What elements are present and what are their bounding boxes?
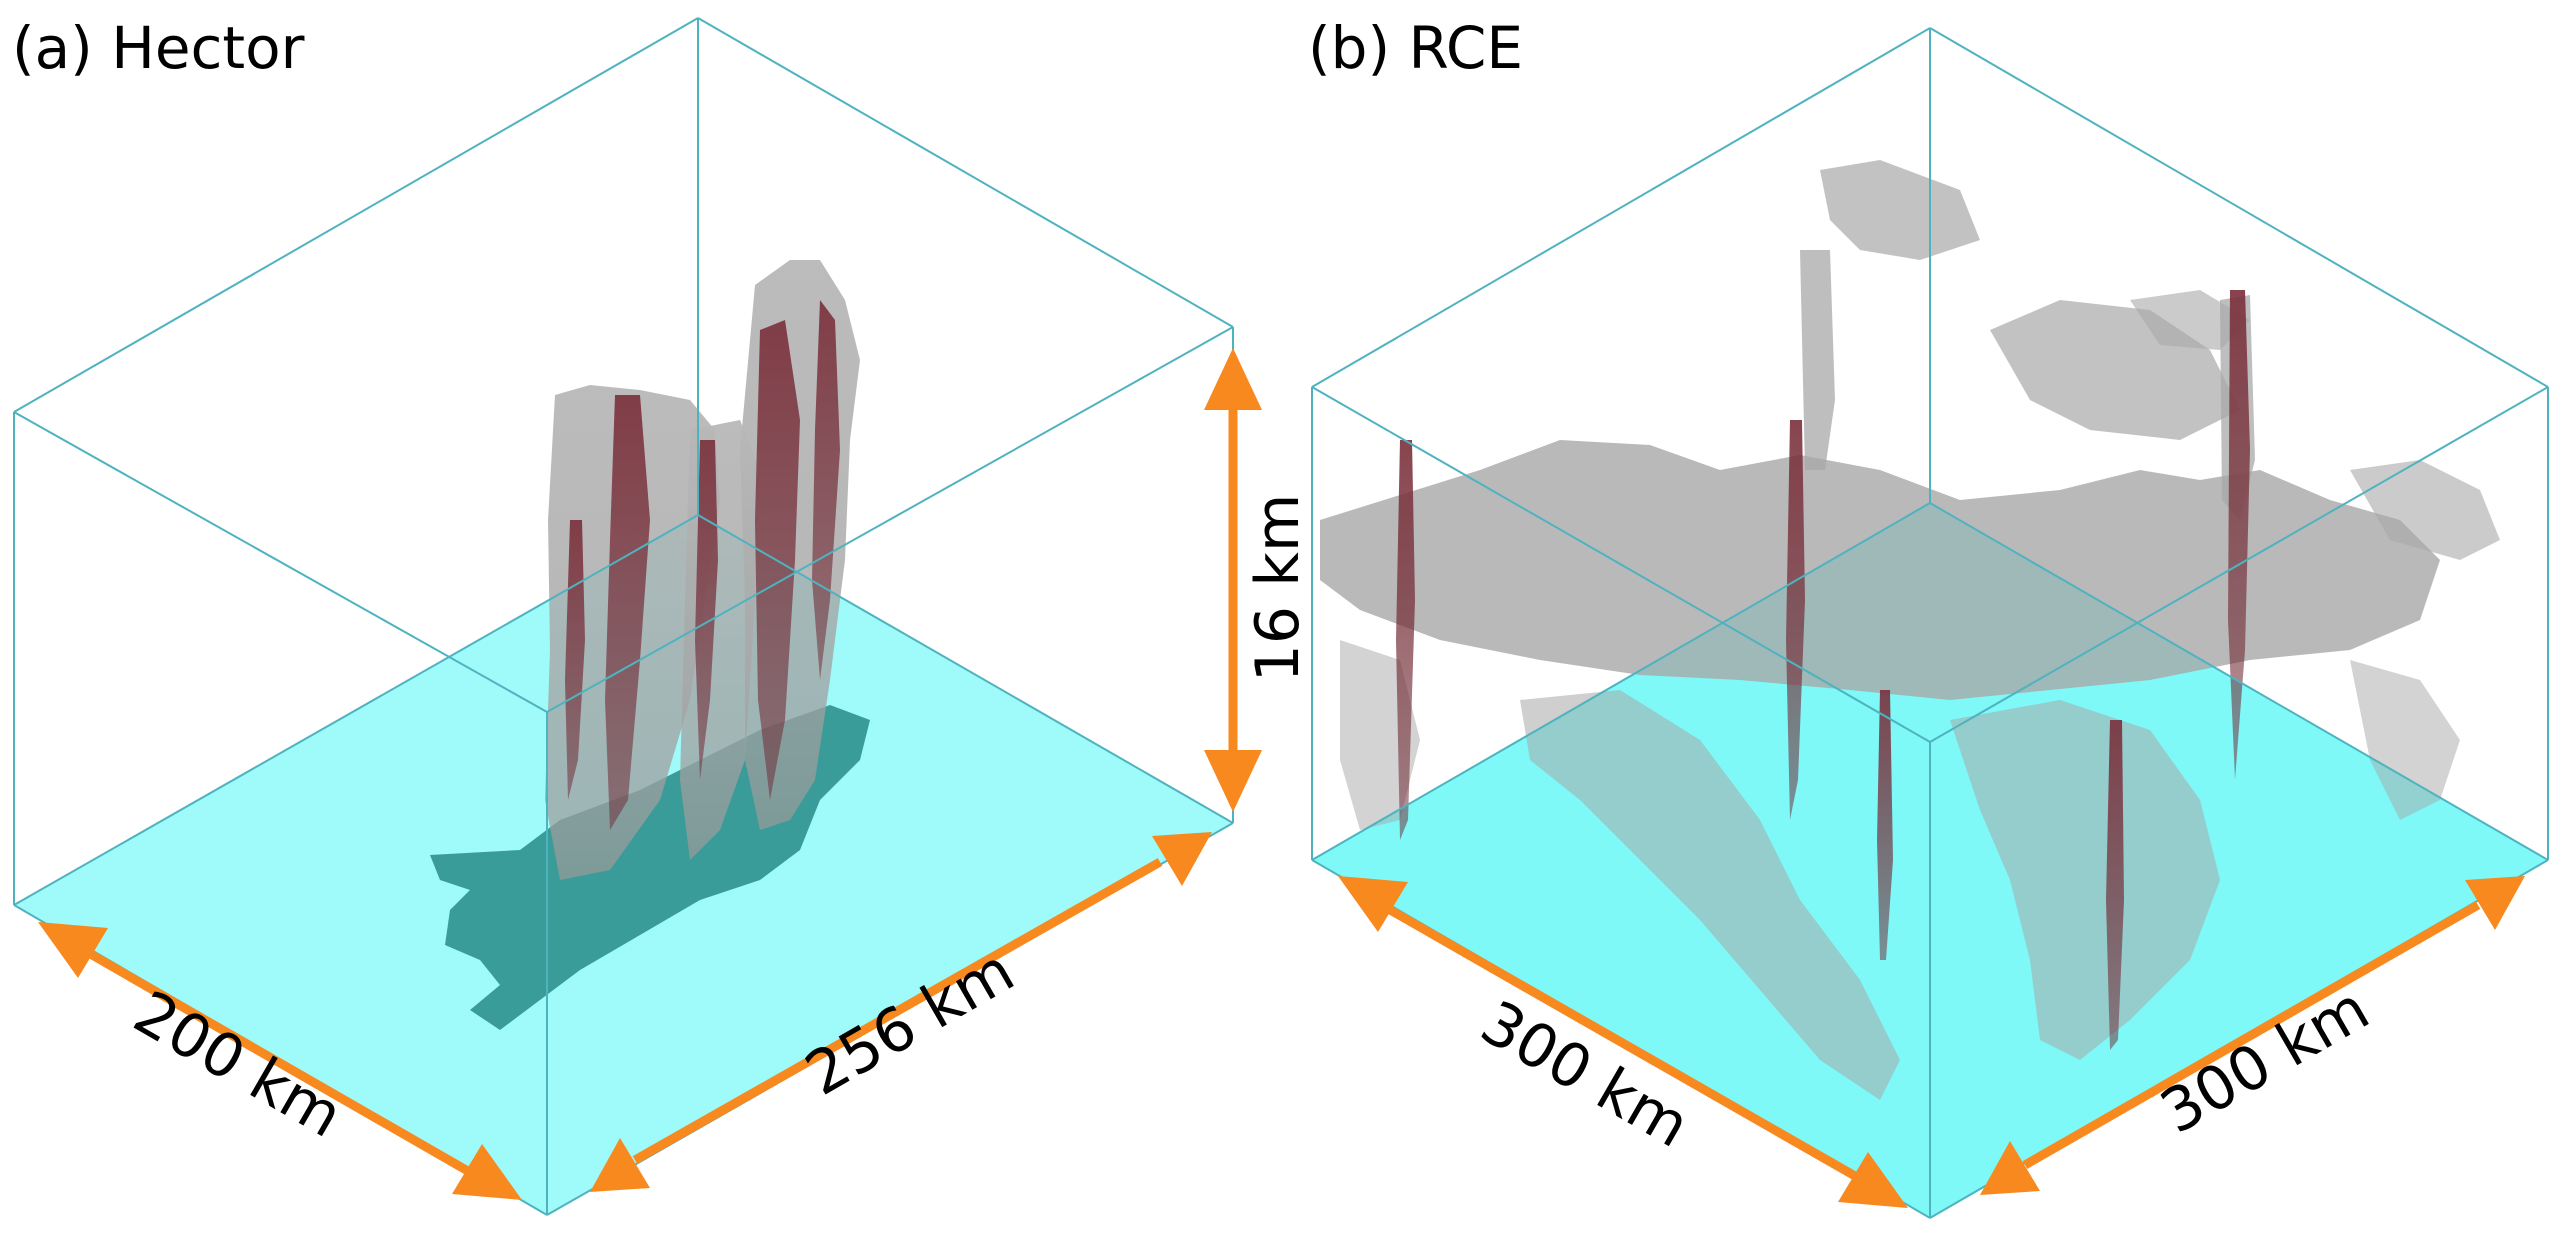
- rce-length-arrow: [1980, 876, 2525, 1195]
- panel-a-title: (a) Hector: [12, 14, 305, 82]
- hector-length-arrow: [590, 832, 1212, 1192]
- rce-domain-box: [1311, 27, 2549, 1219]
- rce-width-arrow: [1338, 876, 1908, 1208]
- panel-b-title: (b) RCE: [1308, 14, 1523, 82]
- panel-hector: (a) Hector: [12, 14, 1313, 1216]
- hector-height-arrow: [1204, 348, 1262, 812]
- panel-rce: (b) RCE: [1308, 14, 2549, 1219]
- rce-cloud-field: [1320, 160, 2500, 1100]
- hector-width-arrow: [38, 922, 522, 1200]
- hector-height-label: 16 km: [1243, 494, 1313, 683]
